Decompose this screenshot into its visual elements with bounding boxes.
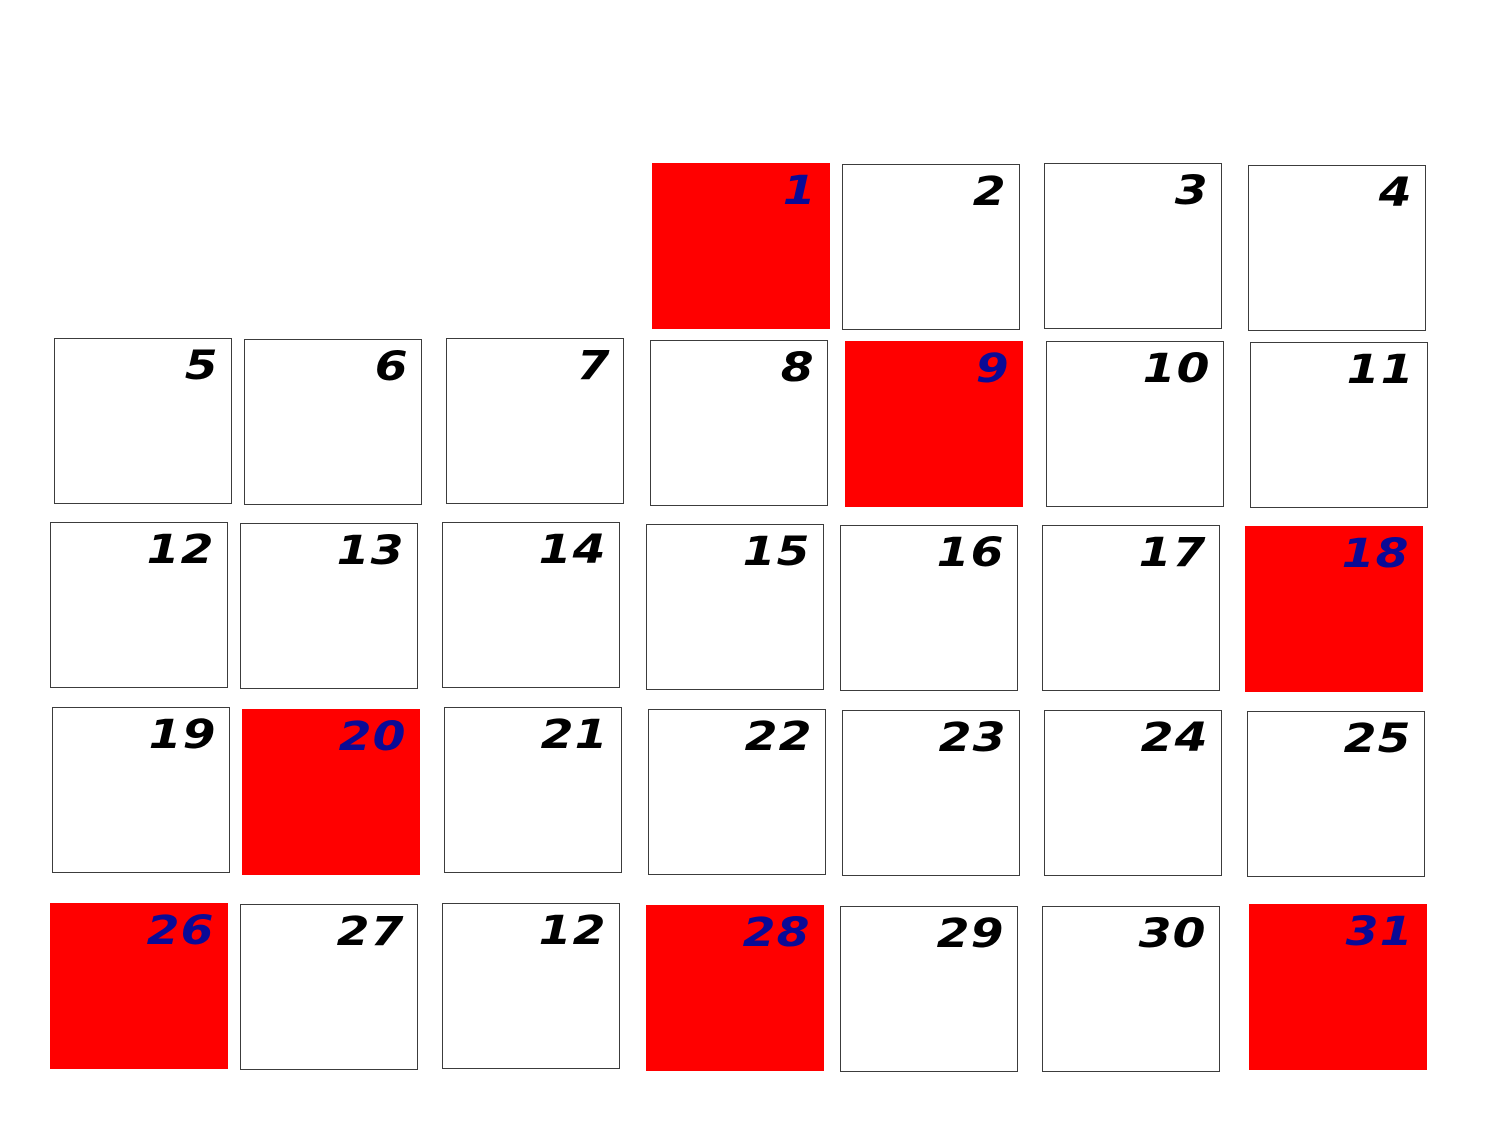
day-number: 10 [1142,346,1211,392]
calendar-day-highlighted[interactable]: 18 [1245,526,1423,692]
calendar-day[interactable]: 24 [1044,710,1222,876]
day-number: 29 [936,911,1005,957]
day-number: 15 [742,529,811,575]
calendar-day[interactable]: 27 [240,904,418,1070]
day-number: 27 [336,909,405,955]
day-number: 31 [1345,909,1414,955]
calendar-day[interactable]: 16 [840,525,1018,691]
calendar-day-highlighted[interactable]: 28 [646,905,824,1071]
day-number: 11 [1346,347,1415,393]
calendar-day[interactable]: 14 [442,522,620,688]
calendar-day[interactable]: 4 [1248,165,1426,331]
calendar-day[interactable]: 17 [1042,525,1220,691]
day-number: 30 [1138,911,1207,957]
day-number: 17 [1138,530,1207,576]
day-number: 5 [184,343,219,389]
day-number: 21 [540,712,609,758]
calendar-day[interactable]: 2 [842,164,1020,330]
day-number: 28 [742,910,811,956]
day-number: 16 [936,530,1005,576]
day-number: 2 [972,169,1007,215]
calendar-day[interactable]: 25 [1247,711,1425,877]
calendar-day-highlighted[interactable]: 20 [242,709,420,875]
calendar-day-highlighted[interactable]: 31 [1249,904,1427,1070]
calendar-day[interactable]: 5 [54,338,232,504]
day-number: 18 [1341,531,1410,577]
day-number: 8 [780,345,815,391]
day-number: 22 [744,714,813,760]
calendar-day[interactable]: 10 [1046,341,1224,507]
day-number: 4 [1378,170,1413,216]
day-number: 1 [782,168,817,214]
calendar-day[interactable]: 8 [650,340,828,506]
day-number: 9 [975,346,1010,392]
calendar-day[interactable]: 21 [444,707,622,873]
calendar-day[interactable]: 15 [646,524,824,690]
day-number: 26 [146,908,215,954]
day-number: 23 [938,715,1007,761]
calendar-day[interactable]: 3 [1044,163,1222,329]
calendar-day[interactable]: 12 [442,903,620,1069]
calendar-day[interactable]: 6 [244,339,422,505]
day-number: 7 [576,343,611,389]
calendar-day[interactable]: 7 [446,338,624,504]
calendar-day[interactable]: 23 [842,710,1020,876]
day-number: 12 [146,527,215,573]
calendar-day[interactable]: 22 [648,709,826,875]
calendar-day[interactable]: 30 [1042,906,1220,1072]
day-number: 25 [1343,716,1412,762]
calendar-day[interactable]: 13 [240,523,418,689]
day-number: 6 [374,344,409,390]
day-number: 20 [338,714,407,760]
calendar-day-highlighted[interactable]: 1 [652,163,830,329]
calendar-day-highlighted[interactable]: 26 [50,903,228,1069]
calendar-day[interactable]: 29 [840,906,1018,1072]
day-number: 3 [1174,168,1209,214]
calendar-day[interactable]: 11 [1250,342,1428,508]
day-number: 13 [336,528,405,574]
calendar-day[interactable]: 19 [52,707,230,873]
day-number: 14 [538,527,607,573]
calendar-day-highlighted[interactable]: 9 [845,341,1023,507]
day-number: 19 [148,712,217,758]
calendar-day[interactable]: 12 [50,522,228,688]
day-number: 24 [1140,715,1209,761]
day-number: 12 [538,908,607,954]
